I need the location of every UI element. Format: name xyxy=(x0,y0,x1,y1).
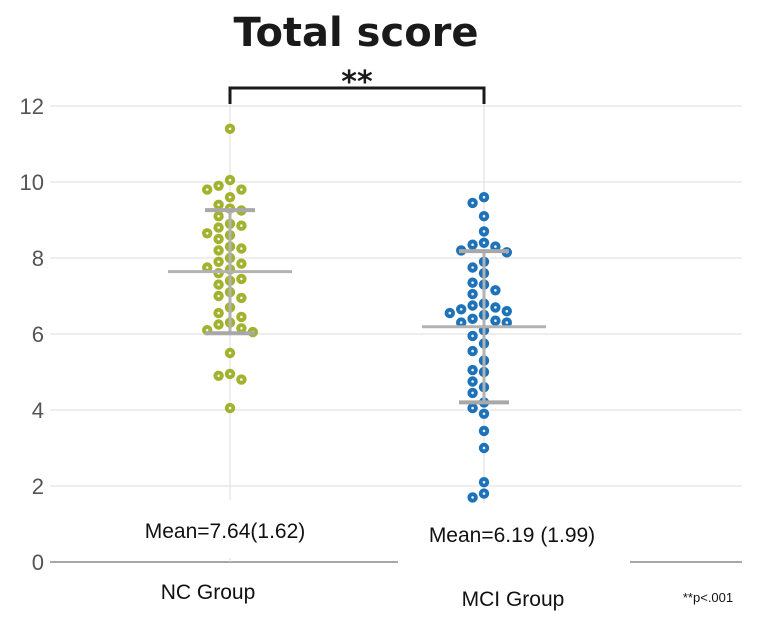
data-point-highlight xyxy=(482,195,486,199)
data-point-highlight xyxy=(471,380,474,383)
data-point-highlight xyxy=(228,372,232,376)
data-point-highlight xyxy=(494,289,497,292)
data-point-highlight xyxy=(471,201,474,205)
data-point-highlight xyxy=(505,321,509,324)
data-point-highlight xyxy=(217,184,220,188)
data-point-highlight xyxy=(459,321,463,324)
data-point-highlight xyxy=(217,323,220,326)
y-tick-label: 0 xyxy=(32,550,44,575)
data-point-highlight xyxy=(240,262,243,266)
data-point-highlight xyxy=(205,266,209,269)
data-point-highlight xyxy=(228,195,232,199)
data-point-highlight xyxy=(482,480,486,484)
data-point-highlight xyxy=(459,308,463,311)
p-value-footnote: **p<.001 xyxy=(683,590,733,605)
y-tick-label: 2 xyxy=(32,474,44,499)
data-point-highlight xyxy=(205,232,209,235)
x-category-nc: NC Group xyxy=(161,581,256,604)
y-tick-label: 8 xyxy=(32,246,44,271)
mean-sd-markers xyxy=(168,208,546,405)
data-point-highlight xyxy=(471,243,474,246)
data-point-highlight xyxy=(471,334,474,338)
data-point-highlight xyxy=(217,226,220,229)
data-point-highlight xyxy=(205,188,209,191)
significance-bracket xyxy=(228,86,486,104)
data-point-highlight xyxy=(228,406,232,410)
data-point-highlight xyxy=(494,319,497,323)
data-point-highlight xyxy=(217,294,220,298)
data-point-highlight xyxy=(482,412,486,416)
nc-mean-label: Mean=7.64(1.62) xyxy=(145,520,306,543)
data-point-highlight xyxy=(471,281,474,285)
data-point-highlight xyxy=(217,249,220,252)
data-point-highlight xyxy=(217,260,220,264)
grid-lines xyxy=(50,104,742,563)
data-point-highlight xyxy=(448,311,452,315)
data-point-highlight xyxy=(240,247,243,250)
data-point-highlight xyxy=(217,374,220,378)
data-point-highlight xyxy=(205,328,209,332)
x-category-mci: MCI Group xyxy=(462,588,565,611)
data-point-highlight xyxy=(494,306,497,309)
data-point-highlight xyxy=(471,304,474,307)
y-axis-ticks: 0 2 4 6 8 10 12 xyxy=(20,94,44,575)
data-points xyxy=(202,123,512,503)
data-point-highlight xyxy=(228,178,232,182)
y-tick-label: 10 xyxy=(20,170,44,195)
data-point-highlight xyxy=(482,241,486,245)
data-point-highlight xyxy=(240,378,243,381)
data-point-highlight xyxy=(240,315,243,319)
data-point-highlight xyxy=(217,237,220,241)
data-point-highlight xyxy=(471,292,474,296)
data-point-highlight xyxy=(482,230,486,233)
data-point-highlight xyxy=(482,446,486,450)
y-tick-label: 4 xyxy=(32,398,44,423)
nc-mean-label-box xyxy=(114,500,336,558)
data-point-highlight xyxy=(471,266,474,269)
data-point-highlight xyxy=(471,349,474,353)
data-point-highlight xyxy=(228,351,232,355)
data-point-highlight xyxy=(471,496,474,499)
data-point-highlight xyxy=(240,327,243,330)
mci-mean-label: Mean=6.19 (1.99) xyxy=(429,524,595,547)
data-point-highlight xyxy=(240,296,243,300)
data-point-highlight xyxy=(482,429,486,433)
data-point-highlight xyxy=(471,368,474,372)
data-point-highlight xyxy=(471,391,474,395)
data-point-highlight xyxy=(471,317,474,321)
data-point-highlight xyxy=(482,492,486,495)
data-point-highlight xyxy=(505,309,509,313)
significance-stars: ** xyxy=(341,65,373,100)
data-point-highlight xyxy=(482,214,486,218)
chart-title: Total score xyxy=(233,10,478,56)
data-point-highlight xyxy=(217,214,220,218)
data-point-highlight xyxy=(217,283,220,286)
data-point-highlight xyxy=(217,203,220,207)
data-point-highlight xyxy=(471,406,474,410)
mci-mean-label-box xyxy=(398,503,630,563)
data-point-highlight xyxy=(240,277,243,281)
data-point-highlight xyxy=(240,188,243,191)
y-tick-label: 6 xyxy=(32,322,44,347)
data-point-highlight xyxy=(240,224,243,227)
data-point-highlight xyxy=(217,311,220,315)
data-point-highlight xyxy=(494,245,497,248)
y-tick-label: 12 xyxy=(20,94,44,119)
data-point-highlight xyxy=(228,127,232,131)
